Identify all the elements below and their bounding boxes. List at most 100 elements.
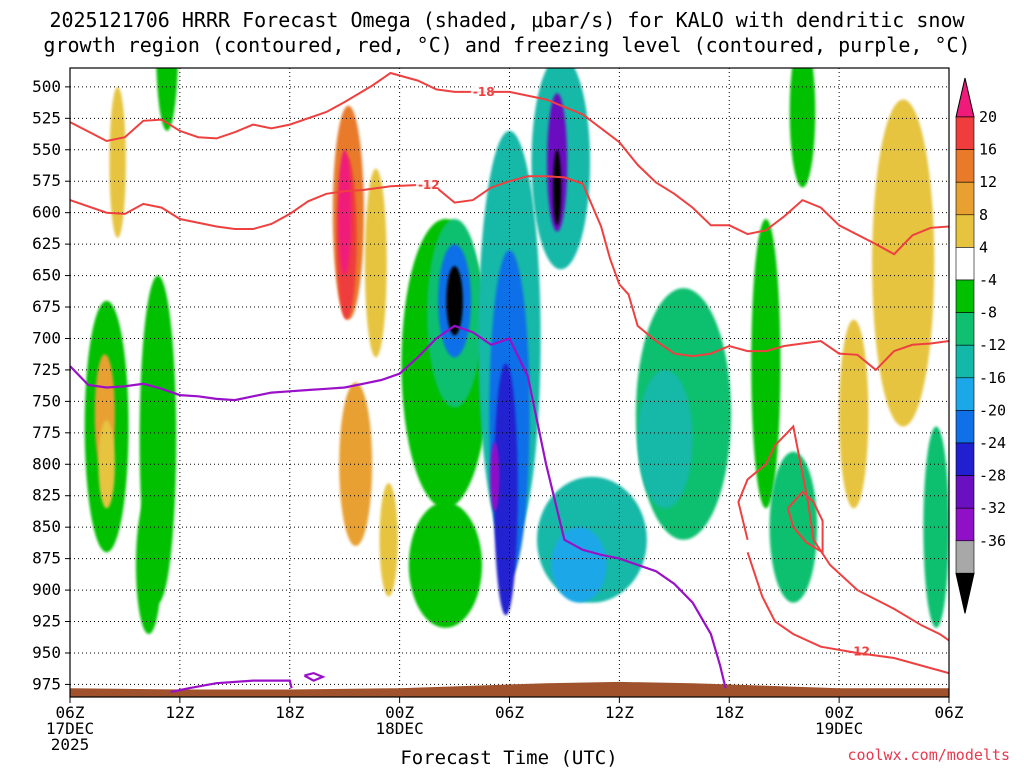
x-tick-label-48-0: 06Z — [935, 703, 964, 722]
y-tick-label-825: 825 — [32, 486, 61, 505]
omega-cell-mid-green-lower — [408, 502, 483, 628]
colorbar-swatch-3 — [955, 214, 975, 248]
y-axis: 500 525 550 575 600 625 650 675 700 725 750 775 800 8… — [32, 77, 70, 693]
terrain-fill — [70, 681, 949, 697]
colorbar-swatch-11 — [955, 475, 975, 509]
dgz-contour-4 — [786, 490, 824, 555]
colorbar-label-7: -12 — [979, 336, 1006, 354]
y-tick-label-550: 550 — [32, 140, 61, 159]
omega-cell-right-yellow-column — [872, 99, 935, 427]
x-tick-label-12-0: 18Z — [275, 703, 304, 722]
y-tick-label-850: 850 — [32, 517, 61, 536]
colorbar-label-3: 8 — [979, 206, 988, 224]
dgz-label-bg-0 — [470, 83, 493, 98]
dgz-label-bg-1 — [415, 176, 438, 191]
grid-lines — [70, 68, 949, 697]
colorbar-swatch-9 — [955, 410, 975, 444]
colorbar-label-13: -36 — [979, 532, 1006, 550]
x-axis-label: Forecast Time (UTC) — [400, 747, 617, 768]
y-tick-label-975: 975 — [32, 674, 61, 693]
colorbar-swatch-8 — [955, 377, 975, 411]
y-tick-label-925: 925 — [32, 612, 61, 631]
colorbar-swatch-2 — [955, 181, 975, 216]
x-tick-label-24-0: 06Z — [495, 703, 524, 722]
y-tick-label-700: 700 — [32, 328, 61, 347]
credit-text: coolwx.com/modelts — [847, 746, 1010, 764]
colorbar-swatch-7 — [955, 344, 975, 379]
colorbar-swatch-5 — [955, 279, 975, 313]
y-tick-label-575: 575 — [32, 171, 61, 190]
colorbar-label-5: -4 — [979, 271, 997, 289]
x-tick-label-30-0: 12Z — [605, 703, 634, 722]
y-tick-label-675: 675 — [32, 297, 61, 316]
omega-cell-far-right-green — [923, 426, 949, 628]
y-tick-label-725: 725 — [32, 360, 61, 379]
omega-cell-main-column-purple — [493, 363, 518, 616]
freezing-level-contours — [70, 324, 727, 694]
x-tick-label-42-1: 19DEC — [815, 719, 863, 738]
colorbar-swatch-6 — [955, 312, 975, 346]
x-tick-label-18-0: 00Z — [385, 703, 414, 722]
terrain — [70, 681, 949, 697]
dgz-contour-2 — [737, 424, 949, 642]
colorbar-label-12: -32 — [979, 499, 1006, 517]
dgz-contour-0 — [70, 71, 949, 256]
dgz-contour-label-0: -18 — [473, 85, 495, 99]
omega-cell-late-green-strand — [751, 218, 781, 509]
omega-cell-left-yellow-strand — [109, 86, 126, 238]
omega-cell-orange-lower-trail — [339, 382, 373, 547]
chart-title-line1: 2025121706 HRRR Forecast Omega (shaded, … — [49, 8, 965, 32]
x-tick-label-6-0: 12Z — [165, 703, 194, 722]
x-tick-label-18-1: 18DEC — [376, 719, 424, 738]
y-tick-label-875: 875 — [32, 549, 61, 568]
x-tick-label-0-1: 17DEC — [46, 719, 94, 738]
omega-cell-upper-right-green — [789, 68, 816, 188]
chart-title-line2: growth region (contoured, red, °C) and f… — [43, 33, 970, 57]
colorbar-bottom-arrow — [955, 572, 975, 614]
colorbar-label-11: -28 — [979, 467, 1006, 485]
y-tick-label-750: 750 — [32, 391, 61, 410]
omega-cell-main-column-gray — [490, 442, 500, 512]
dgz-contour-label-1: -12 — [418, 178, 440, 192]
colorbar-swatch-13 — [955, 540, 975, 574]
colorbar-label-2: 12 — [979, 173, 997, 191]
colorbar-swatch-10 — [955, 442, 975, 476]
colorbar-label-4: 4 — [979, 238, 988, 256]
omega-cell-late-yellow — [839, 319, 869, 509]
omega-cell-right-cyan-mass — [637, 369, 693, 509]
x-tick-label-36-0: 18Z — [715, 703, 744, 722]
colorbar-label-8: -16 — [979, 369, 1006, 387]
freezing-contour-0 — [70, 324, 727, 689]
omega-cell-upper-column-core — [553, 149, 562, 226]
x-tick-label-0-2: 2025 — [51, 735, 90, 754]
dgz-contour-label-2: -12 — [848, 645, 870, 659]
omega-shading — [84, 68, 949, 635]
y-tick-label-800: 800 — [32, 454, 61, 473]
y-tick-label-950: 950 — [32, 643, 61, 662]
colorbar-label-10: -24 — [979, 434, 1006, 452]
omega-cell-yellow-lower-flank — [379, 483, 398, 597]
colorbar-swatch-0 — [955, 116, 975, 150]
colorbar-swatch-1 — [955, 149, 975, 183]
y-tick-label-500: 500 — [32, 77, 61, 96]
freezing-contour-1 — [170, 679, 293, 694]
omega-cell-first-updraft-core — [446, 266, 463, 336]
colorbar-label-0: 20 — [979, 108, 997, 126]
colorbar-swatch-12 — [955, 507, 975, 542]
omega-cell-yellow-flank — [364, 168, 387, 358]
colorbar-label-9: -20 — [979, 401, 1006, 419]
freezing-contour-2 — [303, 671, 326, 682]
y-tick-label-525: 525 — [32, 108, 61, 127]
y-tick-label-900: 900 — [32, 580, 61, 599]
omega-cell-upper-green-column — [156, 68, 178, 131]
x-tick-label-0-0: 06Z — [56, 703, 85, 722]
plot-area: -18 -12 -12 — [70, 68, 949, 697]
omega-cell-pink-core-inner — [338, 149, 352, 276]
colorbar-swatch-4 — [955, 247, 975, 281]
omega-cell-early-green-column — [139, 275, 177, 603]
omega-cell-lower-cyan-blue — [551, 527, 607, 603]
colorbar-label-6: -8 — [979, 304, 997, 322]
dgz-contour-1 — [70, 175, 949, 372]
